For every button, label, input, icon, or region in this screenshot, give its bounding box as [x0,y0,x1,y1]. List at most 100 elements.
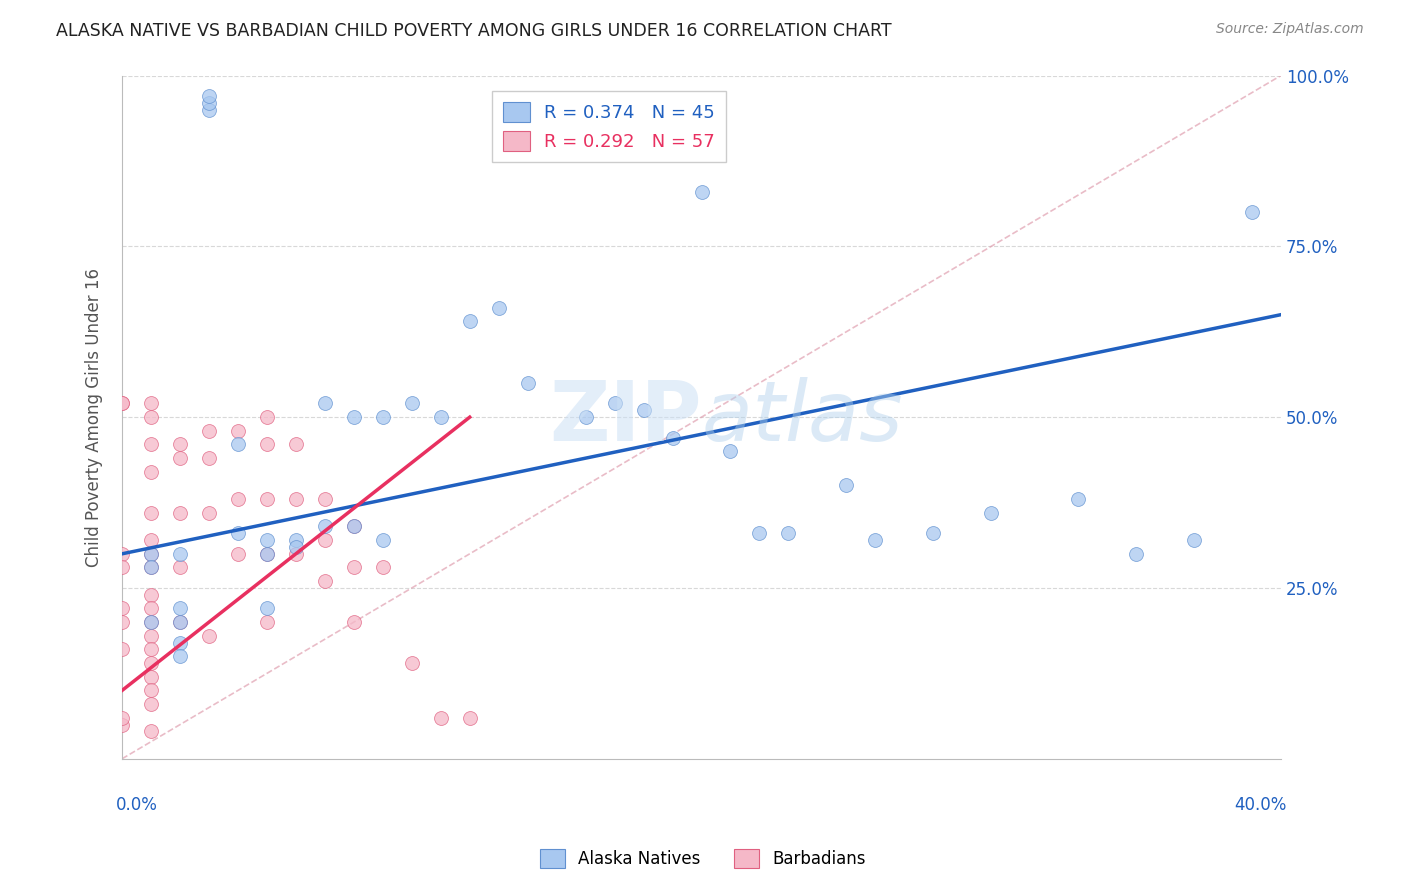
Text: ZIP: ZIP [548,376,702,458]
Point [429,410,451,425]
Point [139,396,162,410]
Point [169,635,191,649]
Point [488,301,510,315]
Point [198,95,221,110]
Point [314,533,336,548]
Point [139,465,162,479]
Point [139,588,162,602]
Point [343,560,366,574]
Point [778,526,800,541]
Point [139,670,162,684]
Point [139,533,162,548]
Point [169,451,191,466]
Point [111,717,134,731]
Point [284,492,307,507]
Point [139,615,162,629]
Point [603,396,626,410]
Point [284,547,307,561]
Point [169,560,191,574]
Point [256,601,278,615]
Point [256,492,278,507]
Point [343,410,366,425]
Point [835,478,858,492]
Y-axis label: Child Poverty Among Girls Under 16: Child Poverty Among Girls Under 16 [86,268,103,566]
Point [139,437,162,451]
Point [111,642,134,657]
Point [633,403,655,417]
Point [169,615,191,629]
Point [256,547,278,561]
Point [256,437,278,451]
Point [198,629,221,643]
Point [343,519,366,533]
Point [169,601,191,615]
Point [111,396,134,410]
Point [139,560,162,574]
Point [922,526,945,541]
Point [111,615,134,629]
Point [139,683,162,698]
Point [226,424,249,438]
Point [111,601,134,615]
Point [139,506,162,520]
Point [458,711,481,725]
Text: atlas: atlas [702,376,903,458]
Point [284,437,307,451]
Point [458,314,481,328]
Point [429,711,451,725]
Point [314,396,336,410]
Point [575,410,598,425]
Point [111,560,134,574]
Point [226,526,249,541]
Point [139,560,162,574]
Point [980,506,1002,520]
Point [284,533,307,548]
Point [169,547,191,561]
Point [314,492,336,507]
Point [343,615,366,629]
Point [371,560,394,574]
Point [139,629,162,643]
Point [256,533,278,548]
Point [371,410,394,425]
Point [1240,205,1263,219]
Point [139,697,162,711]
Point [720,444,742,458]
Point [516,376,538,390]
Point [690,185,713,199]
Point [226,547,249,561]
Point [256,615,278,629]
Text: 40.0%: 40.0% [1234,797,1286,814]
Point [139,547,162,561]
Point [314,519,336,533]
Point [343,519,366,533]
Point [284,540,307,554]
Point [256,547,278,561]
Point [661,431,683,445]
Legend: Alaska Natives, Barbadians: Alaska Natives, Barbadians [533,843,873,875]
Point [198,424,221,438]
Point [139,547,162,561]
Point [169,615,191,629]
Point [198,103,221,117]
Point [169,649,191,664]
Point [198,506,221,520]
Point [401,396,423,410]
Point [139,601,162,615]
Point [748,526,770,541]
Point [139,656,162,670]
Point [371,533,394,548]
Point [139,410,162,425]
Point [198,89,221,103]
Point [169,506,191,520]
Point [226,437,249,451]
Point [226,492,249,507]
Point [314,574,336,588]
Point [401,656,423,670]
Point [111,711,134,725]
Point [139,642,162,657]
Point [198,451,221,466]
Point [865,533,887,548]
Legend: R = 0.374   N = 45, R = 0.292   N = 57: R = 0.374 N = 45, R = 0.292 N = 57 [492,91,725,161]
Point [139,615,162,629]
